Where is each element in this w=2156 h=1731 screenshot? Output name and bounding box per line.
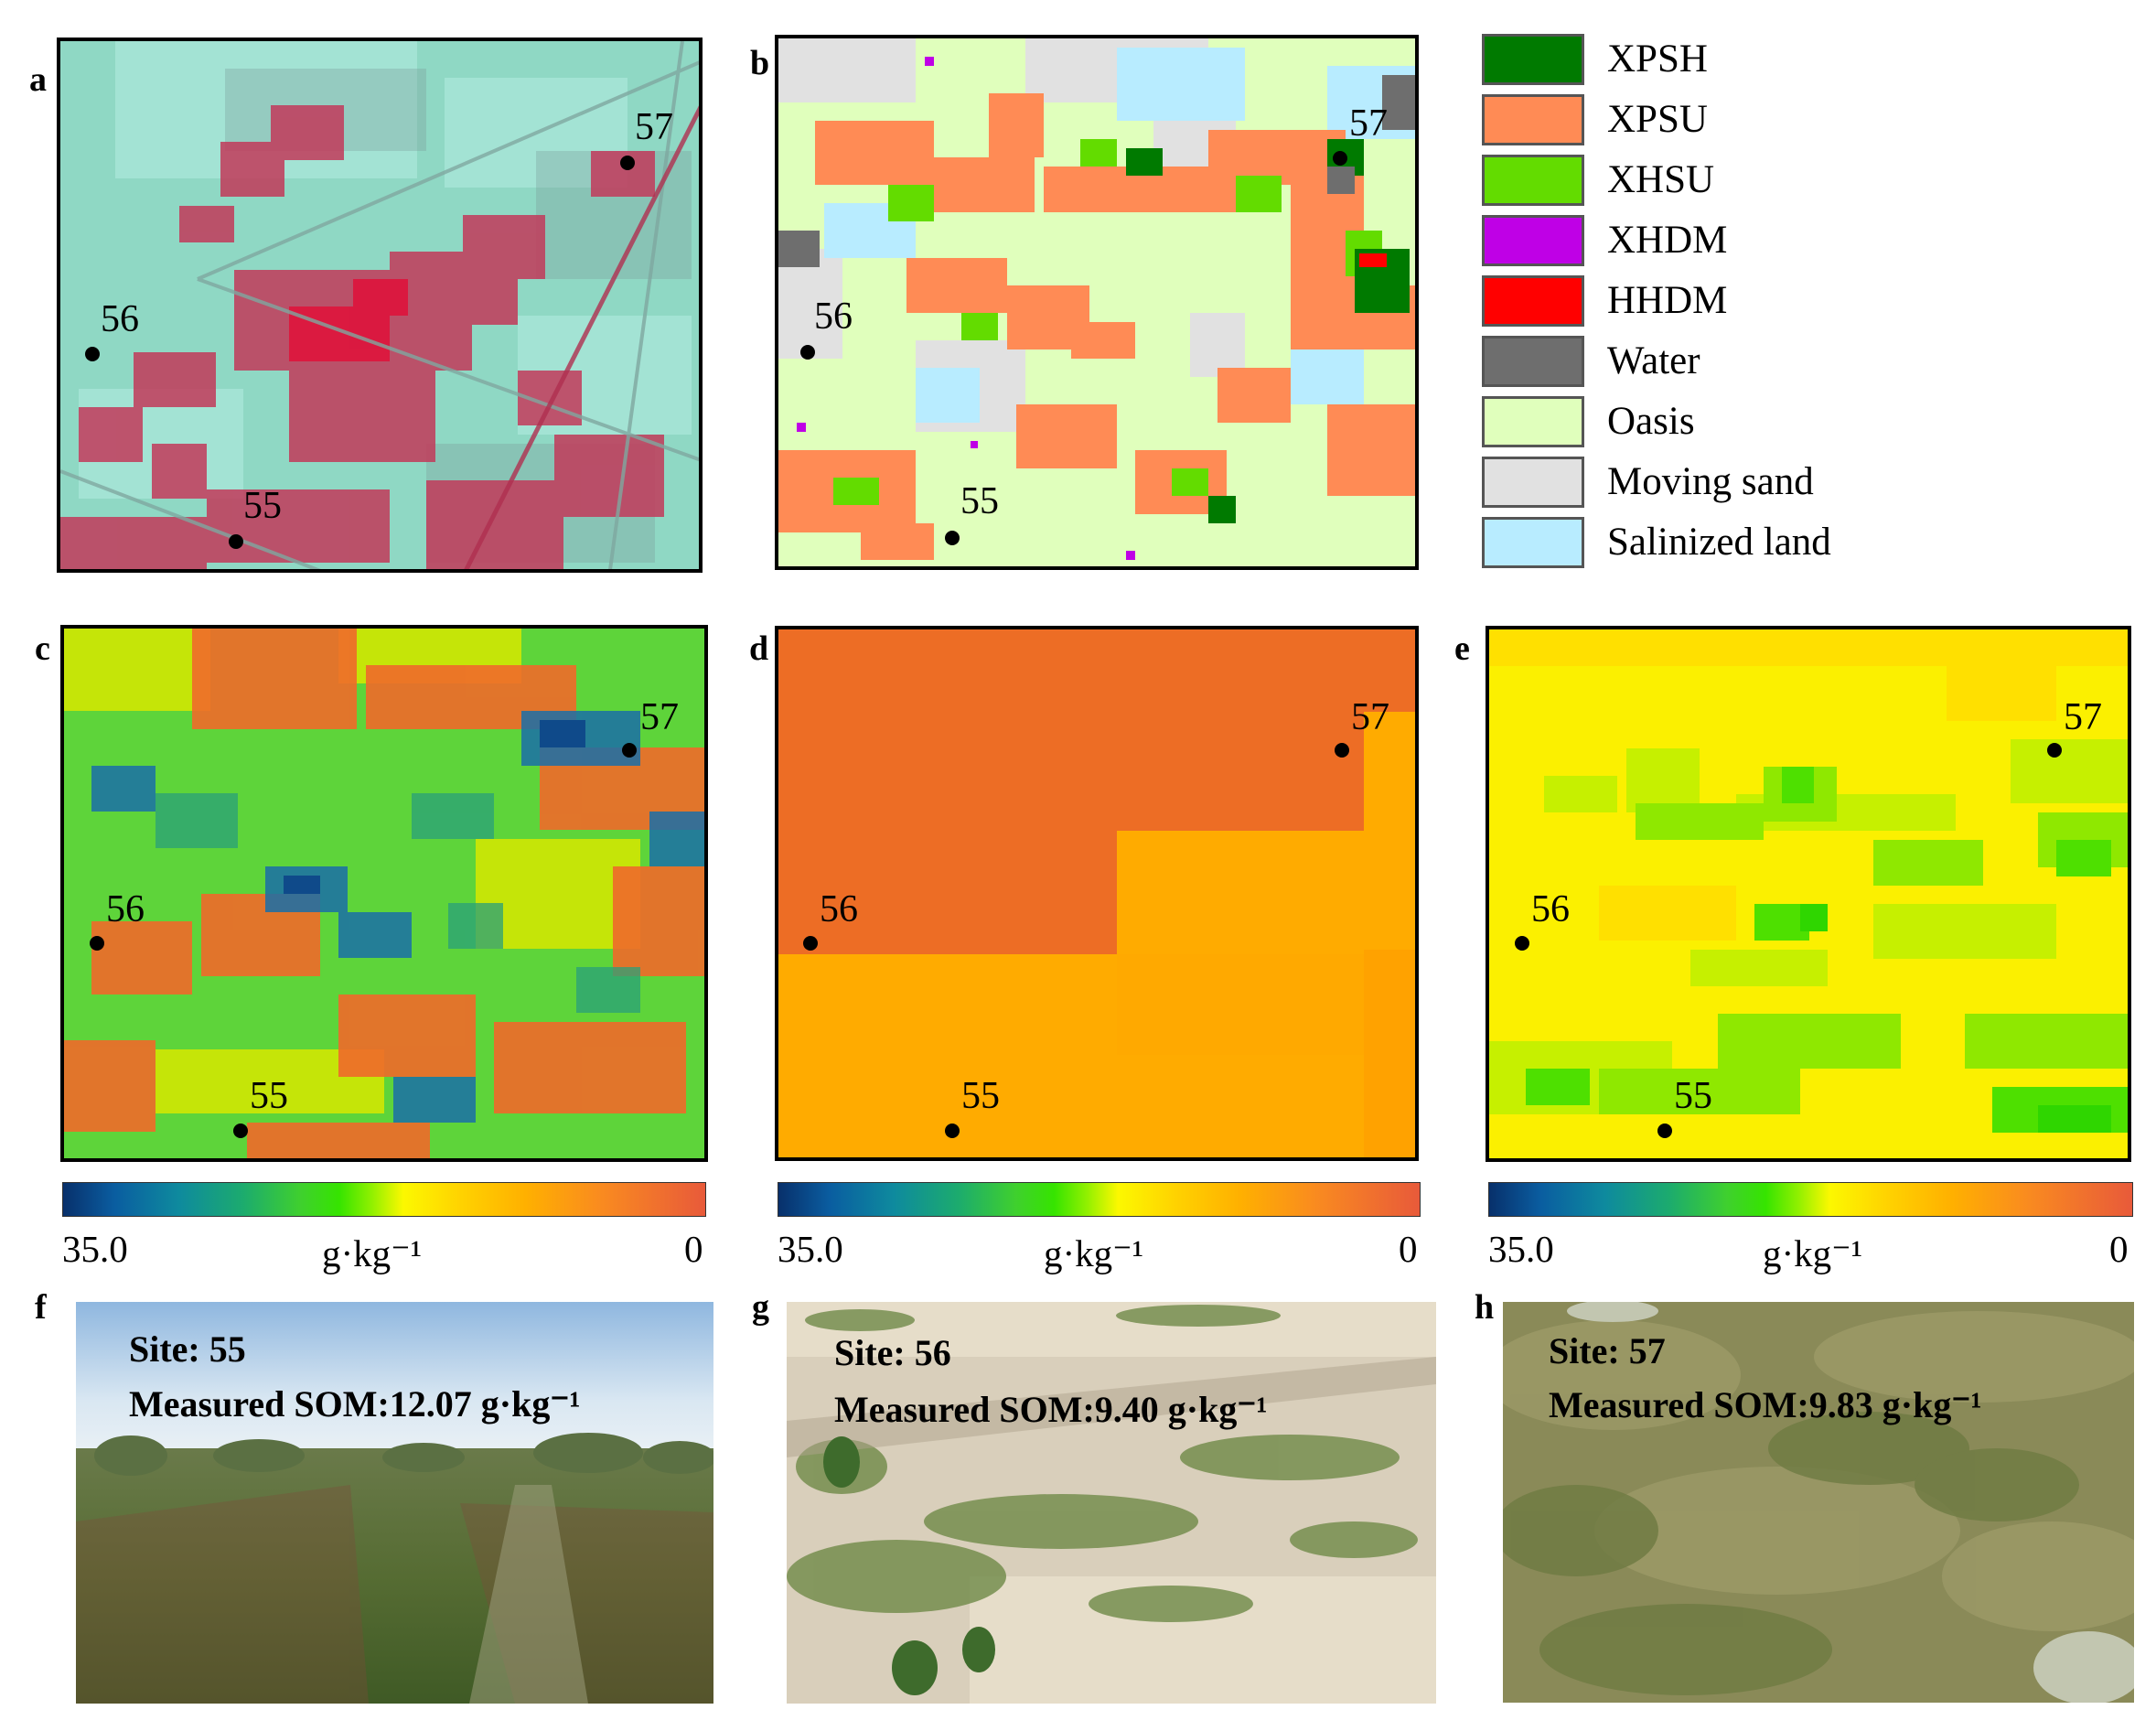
site-marker-57 — [1333, 151, 1347, 166]
colorbar-d — [778, 1182, 1421, 1217]
colorbar-unit-label: g·kg⁻¹ — [322, 1232, 423, 1274]
legend-swatch — [1482, 155, 1584, 206]
legend-label: HHDM — [1607, 279, 1728, 322]
field-photo-site-56: Site: 56 Measured SOM:9.40 g·kg⁻¹ — [787, 1302, 1436, 1704]
legend-swatch — [1482, 275, 1584, 327]
photo-measured-som: Measured SOM:9.40 g·kg⁻¹ — [834, 1389, 1268, 1430]
photo-measured-som: Measured SOM:12.07 g·kg⁻¹ — [129, 1383, 581, 1425]
legend-label: XHSU — [1607, 158, 1715, 201]
site-marker-56 — [1515, 936, 1529, 951]
panel-label-h: h — [1475, 1288, 1495, 1327]
site-marker-56 — [85, 347, 100, 361]
field-photo-image — [76, 1302, 713, 1704]
legend-swatch — [1482, 457, 1584, 508]
legend-label: XPSU — [1607, 98, 1708, 141]
legend-swatch — [1482, 94, 1584, 145]
legend-swatch — [1482, 517, 1584, 568]
colorbar-unit-label: g·kg⁻¹ — [1763, 1232, 1863, 1274]
site-label-56: 56 — [106, 888, 145, 930]
legend-label: Water — [1607, 339, 1700, 382]
site-label-55: 55 — [961, 1075, 1000, 1117]
site-label-55: 55 — [243, 485, 282, 527]
field-photo-image — [1503, 1302, 2134, 1703]
panel-label-a: a — [29, 60, 47, 99]
site-marker-55 — [945, 1124, 960, 1138]
colorbar-unit-label: g·kg⁻¹ — [1044, 1232, 1144, 1274]
legend-swatch — [1482, 336, 1584, 387]
site-label-57: 57 — [1351, 696, 1389, 738]
som-map-panel-e — [1486, 626, 2131, 1162]
colorbar-c — [62, 1182, 706, 1217]
site-marker-57 — [620, 156, 635, 170]
site-label-55: 55 — [1674, 1075, 1712, 1117]
colorbar-max-label: 0 — [684, 1228, 703, 1270]
panel-label-c: c — [35, 629, 50, 668]
site-marker-55 — [1657, 1124, 1672, 1138]
site-label-56: 56 — [101, 298, 139, 340]
colorbar-min-label: 35.0 — [62, 1228, 128, 1270]
legend-swatch — [1482, 34, 1584, 85]
legend-label: Moving sand — [1607, 460, 1814, 503]
false-color-imagery — [60, 41, 699, 569]
som-map-panel-d — [775, 626, 1419, 1161]
legend-label: XHDM — [1607, 219, 1728, 262]
colorbar-max-label: 0 — [2109, 1228, 2129, 1270]
panel-label-f: f — [35, 1288, 47, 1327]
site-marker-56 — [800, 345, 815, 360]
site-marker-57 — [2047, 743, 2062, 758]
legend-swatch — [1482, 215, 1584, 266]
field-photo-site-55: Site: 55 Measured SOM:12.07 g·kg⁻¹ — [76, 1302, 713, 1704]
som-raster-e — [1489, 629, 2128, 1158]
site-marker-57 — [622, 743, 637, 758]
false-color-image-panel — [57, 38, 703, 573]
site-marker-56 — [803, 936, 818, 951]
som-raster-c — [64, 629, 704, 1158]
colorbar-min-label: 35.0 — [1488, 1228, 1554, 1270]
som-raster-d — [778, 629, 1415, 1157]
photo-site-label: Site: 57 — [1549, 1330, 1666, 1371]
land-cover-map-panel — [775, 35, 1419, 570]
panel-label-g: g — [752, 1288, 769, 1327]
site-marker-55 — [945, 531, 960, 545]
panel-label-e: e — [1454, 629, 1470, 668]
panel-label-d: d — [749, 629, 769, 668]
site-label-55: 55 — [250, 1075, 288, 1117]
colorbar-max-label: 0 — [1399, 1228, 1418, 1270]
colorbar-e — [1488, 1182, 2133, 1217]
site-marker-56 — [90, 936, 104, 951]
panel-label-b: b — [750, 44, 770, 82]
field-photo-site-57: Site: 57 Measured SOM:9.83 g·kg⁻¹ — [1503, 1302, 2134, 1703]
site-label-57: 57 — [2064, 696, 2102, 738]
legend-label: Oasis — [1607, 400, 1695, 443]
photo-site-label: Site: 55 — [129, 1328, 246, 1370]
legend-label: XPSH — [1607, 38, 1708, 81]
site-label-57: 57 — [640, 696, 679, 738]
site-label-55: 55 — [960, 480, 999, 522]
site-marker-55 — [233, 1124, 248, 1138]
site-label-56: 56 — [820, 888, 858, 930]
land-cover-map — [778, 38, 1415, 566]
site-label-57: 57 — [1349, 102, 1388, 145]
site-label-56: 56 — [1531, 888, 1570, 930]
photo-site-label: Site: 56 — [834, 1332, 951, 1373]
legend-swatch — [1482, 396, 1584, 447]
site-label-56: 56 — [814, 296, 853, 338]
photo-measured-som: Measured SOM:9.83 g·kg⁻¹ — [1549, 1384, 1982, 1425]
site-marker-57 — [1335, 743, 1349, 758]
field-photo-image — [787, 1302, 1436, 1704]
som-map-panel-c — [60, 625, 708, 1162]
colorbar-min-label: 35.0 — [778, 1228, 843, 1270]
site-label-57: 57 — [635, 106, 673, 148]
legend-label: Salinized land — [1607, 521, 1831, 564]
site-marker-55 — [229, 534, 243, 549]
